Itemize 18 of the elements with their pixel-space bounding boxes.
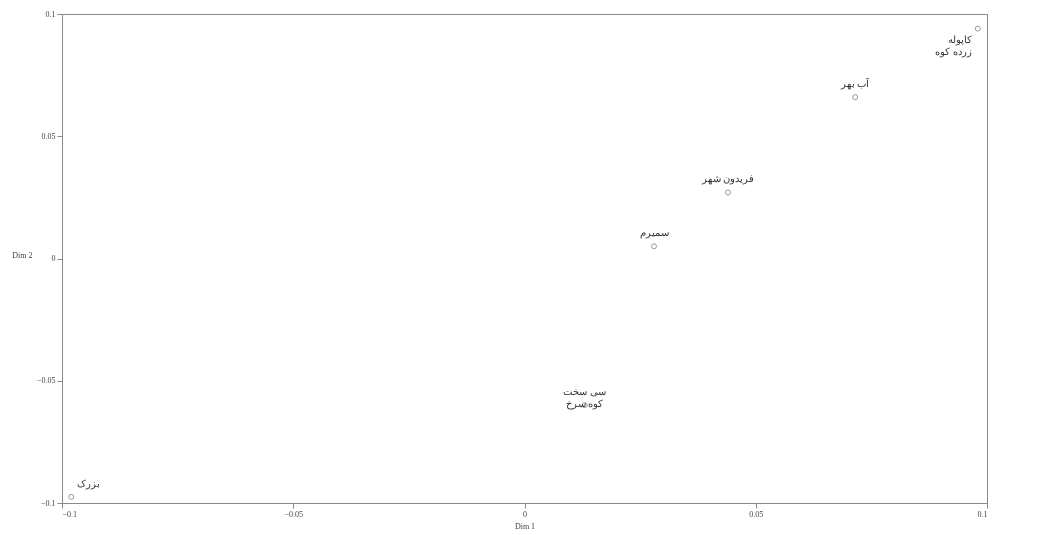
annotation: سمیرم	[639, 227, 669, 240]
y-axis-title: Dim 2	[12, 250, 33, 260]
x-tick-label: −0.05	[284, 509, 304, 519]
x-tick-label: 0.1	[977, 509, 988, 519]
annotation: فریدون شهر	[700, 173, 755, 186]
annotation: کاپوله زرده کوه	[935, 33, 972, 58]
x-tick-label: 0	[523, 509, 527, 519]
y-tick-label: 0	[51, 254, 56, 263]
annotation: سی سخت کوه سرخ	[563, 386, 606, 411]
y-tick-label: −0.1	[40, 498, 56, 508]
y-tick-label: −0.05	[36, 376, 56, 386]
x-tick-label: −0.1	[62, 509, 78, 519]
y-tick-label: 0.05	[41, 131, 56, 141]
annotation: آب بهر	[839, 77, 871, 91]
y-tick-label: 0.1	[45, 9, 56, 19]
x-tick-label: 0.05	[749, 509, 764, 519]
annotation: بزرک	[77, 477, 101, 490]
x-axis-title: Dim 1	[514, 521, 536, 531]
